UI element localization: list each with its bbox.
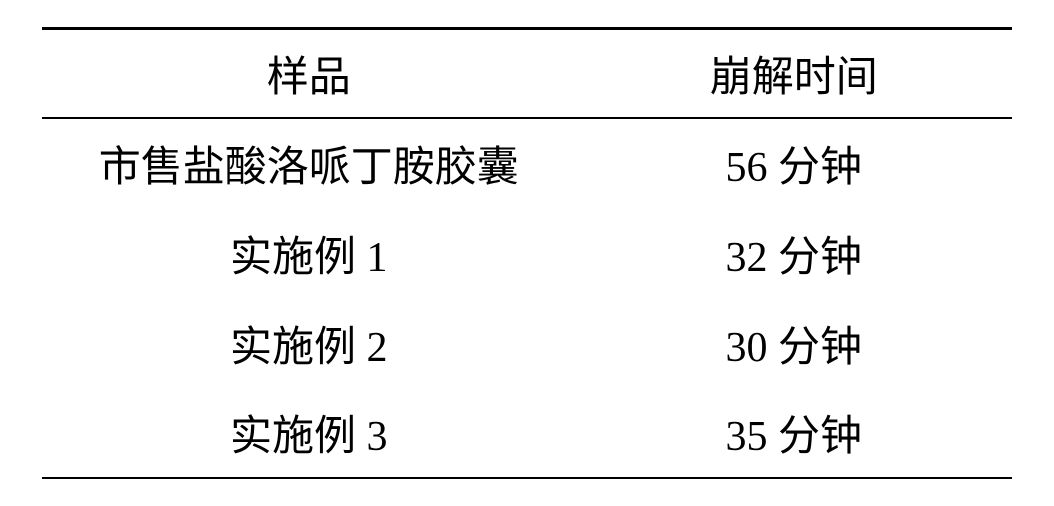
cell-sample: 实施例 1 <box>42 208 576 298</box>
column-header-sample: 样品 <box>42 28 576 118</box>
cell-sample: 实施例 2 <box>42 298 576 388</box>
disintegration-time-table: 样品 崩解时间 市售盐酸洛哌丁胺胶囊 56 分钟 实施例 1 32 分钟 实施例… <box>42 27 1012 480</box>
column-header-time: 崩解时间 <box>576 28 1013 118</box>
cell-time: 35 分钟 <box>576 388 1013 478</box>
table-row: 实施例 2 30 分钟 <box>42 298 1012 388</box>
table-row: 实施例 3 35 分钟 <box>42 388 1012 478</box>
cell-time: 56 分钟 <box>576 118 1013 208</box>
data-table-container: 样品 崩解时间 市售盐酸洛哌丁胺胶囊 56 分钟 实施例 1 32 分钟 实施例… <box>42 27 1012 480</box>
cell-time: 30 分钟 <box>576 298 1013 388</box>
cell-sample: 实施例 3 <box>42 388 576 478</box>
table-row: 市售盐酸洛哌丁胺胶囊 56 分钟 <box>42 118 1012 208</box>
cell-sample: 市售盐酸洛哌丁胺胶囊 <box>42 118 576 208</box>
cell-time: 32 分钟 <box>576 208 1013 298</box>
table-row: 实施例 1 32 分钟 <box>42 208 1012 298</box>
table-header-row: 样品 崩解时间 <box>42 28 1012 118</box>
